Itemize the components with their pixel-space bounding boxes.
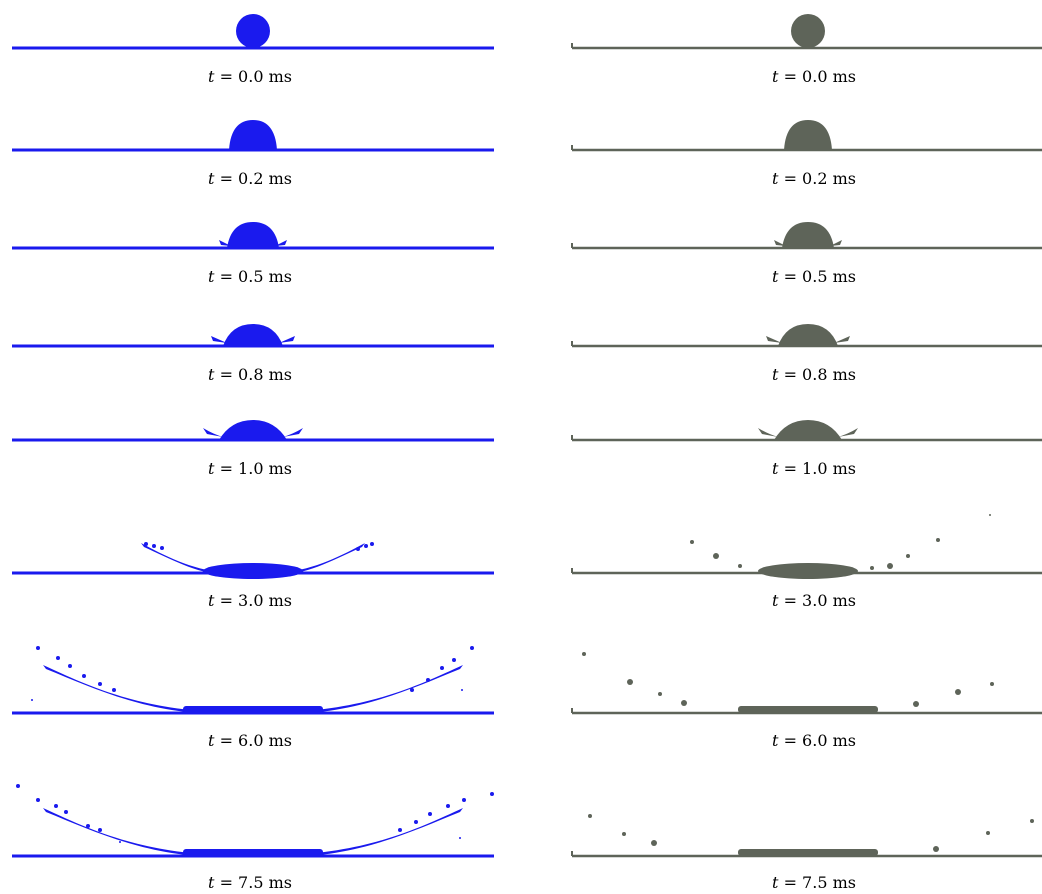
droplet-c1-s3: [778, 324, 838, 346]
droplet-fragment-c0-s7-6: [398, 828, 402, 832]
caption-right-3: t = 0.8 ms: [772, 365, 856, 384]
caption-left-0: t = 0.0 ms: [208, 67, 292, 86]
droplet-fragment-c1-s6-3: [681, 700, 687, 706]
caption-right-7: t = 7.5 ms: [772, 873, 856, 892]
droplet-c0-s1: [229, 120, 277, 150]
droplet-fragment-c0-s5-3: [356, 547, 360, 551]
droplet-c0-s2: [227, 222, 279, 248]
droplet-fragment-c0-s6-12: [461, 689, 463, 691]
droplet-fragment-c0-s6-10: [470, 646, 474, 650]
droplet-fragment-c0-s7-4: [86, 824, 90, 828]
film-c0-s6: [183, 706, 323, 713]
caption-left-7: t = 7.5 ms: [208, 873, 292, 892]
droplet-fragment-c1-s6-2: [658, 692, 662, 696]
droplet-c1-s1: [784, 120, 832, 150]
droplet-fragment-c1-s7-4: [986, 831, 990, 835]
droplet-fragment-c0-s7-1: [36, 798, 40, 802]
caption-right-2: t = 0.5 ms: [772, 267, 856, 286]
droplet-fragment-c1-s5-5: [906, 554, 910, 558]
droplet-fragment-c0-s7-5: [98, 828, 102, 832]
droplet-c0-s0: [236, 14, 270, 48]
droplet-fragment-c0-s7-8: [428, 812, 432, 816]
droplet-fragment-c0-s7-0: [16, 784, 20, 788]
droplet-fragment-c0-s6-7: [426, 678, 430, 682]
droplet-fragment-c1-s7-1: [622, 832, 626, 836]
droplet-fragment-c0-s6-2: [68, 664, 72, 668]
droplet-fragment-c1-s5-4: [887, 563, 893, 569]
droplet-fragment-c0-s6-1: [56, 656, 60, 660]
droplet-fragment-c0-s6-9: [452, 658, 456, 662]
droplet-fragment-c1-s6-5: [955, 689, 961, 695]
droplet-fragment-c1-s5-7: [989, 514, 991, 516]
droplet-fragment-c0-s7-10: [462, 798, 466, 802]
caption-right-0: t = 0.0 ms: [772, 67, 856, 86]
lamella-right-c0-s3: [279, 336, 295, 343]
droplet-fragment-c1-s7-5: [1030, 819, 1034, 823]
lamella-right-c0-s2: [275, 240, 287, 246]
lamella-left-c0-s2: [219, 240, 231, 246]
caption-left-3: t = 0.8 ms: [208, 365, 292, 384]
lamella-left-c1-s2: [774, 240, 786, 246]
droplet-fragment-c0-s5-5: [370, 542, 374, 546]
droplet-fragment-c0-s7-11: [490, 792, 494, 796]
droplet-fragment-c1-s6-1: [627, 679, 633, 685]
droplet-c0-s3: [223, 324, 283, 346]
lamella-right-c1-s4: [838, 428, 858, 437]
lamella-left-c0-s3: [211, 336, 227, 343]
droplet-c0-s4: [219, 420, 287, 440]
droplet-fragment-c1-s5-6: [936, 538, 940, 542]
droplet-fragment-c0-s6-3: [82, 674, 86, 678]
droplet-c1-s0: [791, 14, 825, 48]
film-c0-s5: [203, 563, 303, 579]
droplet-fragment-c0-s7-9: [446, 804, 450, 808]
caption-right-6: t = 6.0 ms: [772, 731, 856, 750]
caption-left-5: t = 3.0 ms: [208, 591, 292, 610]
droplet-fragment-c1-s7-3: [933, 846, 939, 852]
droplet-fragment-c0-s6-8: [440, 666, 444, 670]
caption-left-4: t = 1.0 ms: [208, 459, 292, 478]
film-c1-s6: [738, 706, 878, 713]
droplet-fragment-c0-s6-11: [31, 699, 33, 701]
droplet-fragment-c0-s6-6: [410, 688, 414, 692]
droplet-fragment-c1-s5-2: [738, 564, 742, 568]
droplet-fragment-c0-s7-7: [414, 820, 418, 824]
droplet-fragment-c1-s5-3: [870, 566, 874, 570]
lamella-left-c1-s4: [758, 428, 778, 437]
lamella-left-c0-s4: [203, 428, 223, 437]
caption-right-4: t = 1.0 ms: [772, 459, 856, 478]
droplet-fragment-c0-s7-2: [54, 804, 58, 808]
lamella-right-c1-s2: [830, 240, 842, 246]
lamella-right-c1-s3: [834, 336, 850, 343]
film-c1-s7: [738, 849, 878, 856]
droplet-fragment-c0-s5-1: [152, 544, 156, 548]
droplet-fragment-c0-s7-13: [459, 837, 461, 839]
lamella-left-c1-s3: [766, 336, 782, 343]
droplet-c1-s2: [782, 222, 834, 248]
droplet-c1-s4: [774, 420, 842, 440]
caption-right-5: t = 3.0 ms: [772, 591, 856, 610]
droplet-fragment-c0-s5-4: [364, 544, 368, 548]
film-c1-s5: [758, 563, 858, 579]
caption-right-1: t = 0.2 ms: [772, 169, 856, 188]
droplet-fragment-c0-s7-3: [64, 810, 68, 814]
droplet-fragment-c1-s5-0: [690, 540, 694, 544]
droplet-fragment-c1-s6-4: [913, 701, 919, 707]
caption-left-2: t = 0.5 ms: [208, 267, 292, 286]
droplet-fragment-c1-s6-0: [582, 652, 586, 656]
droplet-fragment-c1-s6-6: [990, 682, 994, 686]
droplet-fragment-c1-s7-2: [651, 840, 657, 846]
caption-left-1: t = 0.2 ms: [208, 169, 292, 188]
droplet-fragment-c0-s6-4: [98, 682, 102, 686]
droplet-fragment-c0-s7-12: [119, 841, 121, 843]
lamella-right-c0-s4: [283, 428, 303, 437]
droplet-fragment-c0-s6-0: [36, 646, 40, 650]
droplet-fragment-c1-s7-0: [588, 814, 592, 818]
droplet-fragment-c1-s5-1: [713, 553, 719, 559]
caption-left-6: t = 6.0 ms: [208, 731, 292, 750]
droplet-fragment-c0-s5-0: [144, 542, 148, 546]
droplet-fragment-c0-s6-5: [112, 688, 116, 692]
droplet-fragment-c0-s5-2: [160, 546, 164, 550]
film-c0-s7: [183, 849, 323, 856]
